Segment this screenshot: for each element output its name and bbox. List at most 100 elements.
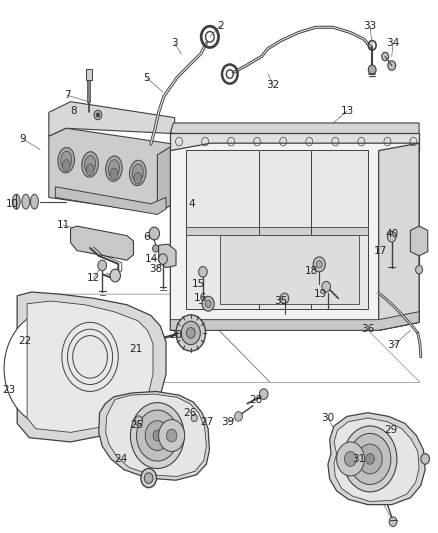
Text: 20: 20: [170, 329, 183, 340]
Circle shape: [149, 227, 159, 240]
Circle shape: [135, 416, 143, 425]
Text: 37: 37: [387, 340, 400, 350]
Circle shape: [98, 260, 106, 271]
Polygon shape: [186, 227, 368, 235]
Text: 23: 23: [2, 385, 15, 395]
Text: 13: 13: [340, 106, 353, 116]
Polygon shape: [49, 128, 175, 213]
Text: 27: 27: [200, 417, 213, 427]
Ellipse shape: [109, 160, 120, 177]
Polygon shape: [71, 226, 134, 260]
Circle shape: [43, 365, 52, 375]
Circle shape: [4, 311, 98, 426]
Text: 6: 6: [143, 232, 150, 243]
Text: 38: 38: [149, 264, 162, 274]
Circle shape: [344, 451, 357, 466]
Circle shape: [387, 231, 396, 242]
Circle shape: [235, 411, 242, 421]
Text: 40: 40: [385, 229, 399, 239]
Text: 24: 24: [115, 454, 128, 464]
Text: 31: 31: [353, 454, 366, 464]
Bar: [86, 69, 92, 80]
Circle shape: [31, 350, 64, 390]
Circle shape: [187, 328, 195, 338]
Polygon shape: [55, 187, 166, 214]
Circle shape: [151, 337, 157, 345]
Polygon shape: [220, 235, 359, 304]
Ellipse shape: [61, 151, 72, 169]
Text: 3: 3: [171, 38, 178, 48]
Text: 30: 30: [321, 413, 335, 423]
Polygon shape: [106, 394, 206, 477]
Circle shape: [6, 319, 89, 421]
Text: 4: 4: [189, 199, 195, 209]
Polygon shape: [17, 292, 166, 442]
Text: 12: 12: [87, 273, 100, 283]
Text: 7: 7: [64, 90, 71, 100]
Ellipse shape: [85, 156, 95, 173]
Text: 32: 32: [267, 80, 280, 90]
Circle shape: [388, 61, 396, 70]
Circle shape: [38, 359, 57, 382]
Polygon shape: [170, 123, 419, 134]
Ellipse shape: [130, 160, 146, 185]
Ellipse shape: [132, 164, 143, 182]
Ellipse shape: [106, 156, 122, 181]
Text: 39: 39: [222, 417, 235, 427]
Text: 11: 11: [57, 220, 70, 230]
Text: 34: 34: [386, 38, 399, 48]
Text: 26: 26: [183, 408, 197, 418]
Ellipse shape: [31, 194, 39, 209]
Polygon shape: [186, 150, 368, 309]
Ellipse shape: [86, 164, 94, 175]
Text: 21: 21: [129, 344, 142, 354]
Text: 9: 9: [19, 134, 26, 144]
Circle shape: [337, 442, 364, 476]
Circle shape: [110, 269, 120, 282]
Polygon shape: [170, 143, 419, 330]
Text: 19: 19: [314, 289, 327, 299]
Polygon shape: [170, 312, 419, 330]
Ellipse shape: [134, 172, 142, 184]
Circle shape: [205, 300, 211, 308]
Circle shape: [416, 265, 423, 274]
Ellipse shape: [82, 152, 99, 177]
Polygon shape: [49, 102, 175, 136]
Circle shape: [389, 517, 397, 527]
Circle shape: [159, 419, 185, 451]
Circle shape: [343, 426, 397, 492]
Polygon shape: [328, 413, 425, 505]
Circle shape: [159, 254, 167, 264]
Circle shape: [202, 296, 214, 311]
Text: 17: 17: [374, 246, 388, 255]
Ellipse shape: [62, 160, 70, 171]
Circle shape: [368, 65, 376, 75]
Circle shape: [198, 266, 207, 277]
Polygon shape: [99, 391, 209, 480]
Circle shape: [137, 410, 178, 461]
Circle shape: [11, 391, 20, 402]
Text: 8: 8: [70, 106, 77, 116]
Polygon shape: [159, 244, 176, 268]
Circle shape: [190, 191, 198, 201]
Polygon shape: [379, 143, 419, 330]
Ellipse shape: [58, 148, 74, 173]
Ellipse shape: [22, 194, 30, 209]
Circle shape: [94, 110, 102, 120]
Circle shape: [17, 333, 78, 407]
Text: 16: 16: [194, 293, 207, 303]
Circle shape: [131, 402, 184, 469]
Text: 29: 29: [384, 425, 397, 435]
Text: 18: 18: [305, 266, 318, 276]
Circle shape: [313, 257, 325, 272]
Circle shape: [25, 343, 70, 398]
Text: 15: 15: [192, 279, 205, 288]
Text: 33: 33: [364, 21, 377, 31]
Polygon shape: [157, 144, 175, 213]
Circle shape: [144, 473, 153, 483]
Text: 25: 25: [131, 420, 144, 430]
Circle shape: [349, 433, 391, 484]
Text: 22: 22: [18, 336, 32, 346]
Text: 28: 28: [249, 395, 262, 406]
Circle shape: [153, 430, 162, 441]
